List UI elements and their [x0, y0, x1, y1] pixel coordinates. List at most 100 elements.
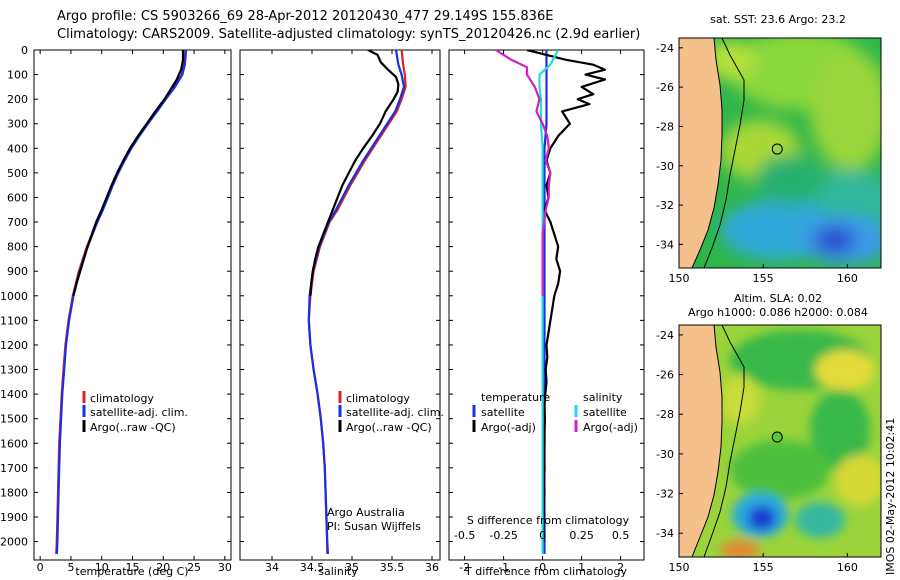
x-tick-label: 36 [425, 561, 439, 574]
x-tick-label: -2 [459, 561, 470, 574]
x-tick-label: 15 [126, 561, 140, 574]
x-tick-label: 30 [218, 561, 232, 574]
sst-map-ticks: -24 -26 -28 -30 -32 -34 150 155 160 [656, 42, 858, 285]
x-tick-label: 25 [187, 561, 201, 574]
difference-profile-plot [495, 50, 607, 554]
sst-map [678, 37, 882, 269]
lat-tick-label: -26 [656, 81, 674, 94]
s-difference-axis-label: S difference from climatology [467, 514, 630, 527]
legend-t-argo-label: Argo(-adj) [481, 421, 536, 434]
lat-tick-label: -30 [656, 160, 674, 173]
sst-map-title: sat. SST: 23.6 Argo: 23.2 [710, 13, 846, 26]
legend-t-satellite-label: satellite [481, 406, 525, 419]
x-tick-label: 0 [539, 561, 546, 574]
sst-land [679, 38, 722, 268]
legend-satellite-label: satellite-adj. clim. [90, 406, 188, 419]
depth-tick-label: 200 [7, 93, 28, 106]
depth-tick-label: 700 [7, 216, 28, 229]
x-tick-label: 1 [578, 561, 585, 574]
legend-salinity-header: salinity [583, 391, 623, 404]
depth-tick-label: 100 [7, 69, 28, 82]
legend-temperature-header: temperature [481, 391, 550, 404]
temperature-plot-frame [33, 49, 232, 561]
x-tick-label: 35 [345, 561, 359, 574]
depth-tick-label: 400 [7, 142, 28, 155]
legend-s-satellite-label: satellite [583, 406, 627, 419]
legend-s-argo-label: Argo(-adj) [583, 421, 638, 434]
x-tick-label: 2 [617, 561, 624, 574]
figure-title-line2: Climatology: CARS2009. Satellite-adjuste… [57, 27, 640, 42]
credit-line2: PI: Susan Wijffels [327, 520, 421, 533]
s-tick-label: 0.25 [569, 529, 594, 542]
legend-argo-label: Argo(..raw -QC) [90, 421, 176, 434]
lat-tick-label: -24 [656, 329, 674, 342]
lon-tick-label: 150 [669, 561, 690, 574]
difference-x-ticks: -2 -1 0 1 2 [459, 50, 624, 574]
s-tick-label: 0 [539, 529, 546, 542]
salinity-profile-plot [307, 50, 407, 554]
x-tick-label: 5 [67, 561, 74, 574]
difference-legend: temperature salinity satellite Argo(-adj… [472, 391, 638, 434]
lon-tick-label: 155 [753, 561, 774, 574]
legend-satellite-label: satellite-adj. clim. [346, 406, 444, 419]
figure-title-line1: Argo profile: CS 5903266_69 28-Apr-2012 … [57, 9, 553, 24]
depth-tick-label: 1300 [0, 364, 28, 377]
legend-climatology-label: climatology [90, 392, 154, 405]
depth-tick-label: 1900 [0, 511, 28, 524]
s-difference-ticks: -0.5 -0.25 0 0.25 0.5 [454, 529, 629, 542]
depth-tick-label: 1700 [0, 462, 28, 475]
sla-field [720, 330, 881, 557]
sla-land [679, 325, 722, 557]
legend-climatology-label: climatology [346, 392, 410, 405]
series-line-argo-raw-qc- [72, 50, 185, 297]
x-tick-label: 0 [37, 561, 44, 574]
lat-tick-label: -26 [656, 369, 674, 382]
depth-tick-label: 1000 [0, 290, 28, 303]
depth-axis: 0 100 200 300 400 500 600 700 800 900 1000 1100 1200… [0, 44, 644, 549]
series-line-argo-raw-qc- [309, 50, 400, 296]
lon-tick-label: 160 [837, 272, 858, 285]
x-tick-label: 34.5 [300, 561, 325, 574]
sla-map-title-line1: Altim. SLA: 0.02 [734, 292, 822, 305]
salinity-plot-frame [239, 49, 441, 561]
depth-tick-label: 900 [7, 265, 28, 278]
series-line-satellite-adj-clim- [55, 50, 188, 554]
s-tick-label: -0.25 [489, 529, 517, 542]
temperature-x-ticks: 0 5 10 15 20 25 30 [37, 50, 232, 574]
argo-float-marker [771, 143, 783, 155]
sst-map-frame [678, 37, 882, 269]
depth-tick-label: 300 [7, 118, 28, 131]
sla-shelf-contour [703, 325, 745, 557]
depth-tick-label: 0 [21, 44, 28, 57]
depth-tick-label: 500 [7, 167, 28, 180]
temperature-profile-plot [55, 50, 188, 554]
sla-map-title-line2: Argo h1000: 0.086 h2000: 0.084 [688, 306, 868, 319]
x-tick-label: 20 [156, 561, 170, 574]
t-difference-axis-label: T difference from climatology [464, 565, 627, 578]
sla-map [678, 324, 882, 558]
depth-tick-label: 1600 [0, 437, 28, 450]
depth-tick-label: 1100 [0, 314, 28, 327]
salinity-axis-label: salinity [318, 565, 358, 578]
x-tick-label: 34 [265, 561, 279, 574]
s-tick-label: -0.5 [454, 529, 475, 542]
lat-tick-label: -24 [656, 42, 674, 55]
depth-tick-label: 800 [7, 241, 28, 254]
depth-tick-label: 1500 [0, 413, 28, 426]
legend-argo-label: Argo(..raw -QC) [346, 421, 432, 434]
credit-line1: Argo Australia [327, 506, 405, 519]
salinity-legend: climatology satellite-adj. clim. Argo(..… [338, 391, 444, 434]
sst-coastline [691, 38, 723, 268]
lon-tick-label: 160 [837, 561, 858, 574]
lat-tick-label: -32 [656, 488, 674, 501]
depth-tick-label: 1800 [0, 486, 28, 499]
series-line-salinity-satellite [538, 50, 560, 554]
sla-map-frame [678, 324, 882, 558]
lat-tick-label: -28 [656, 120, 674, 133]
sla-map-ticks: -24 -26 -28 -30 -32 -34 150 155 160 [656, 329, 858, 574]
sst-field [705, 38, 881, 265]
depth-tick-label: 1200 [0, 339, 28, 352]
series-line-temperature-argo-adj- [526, 50, 607, 542]
x-tick-label: -1 [498, 561, 509, 574]
